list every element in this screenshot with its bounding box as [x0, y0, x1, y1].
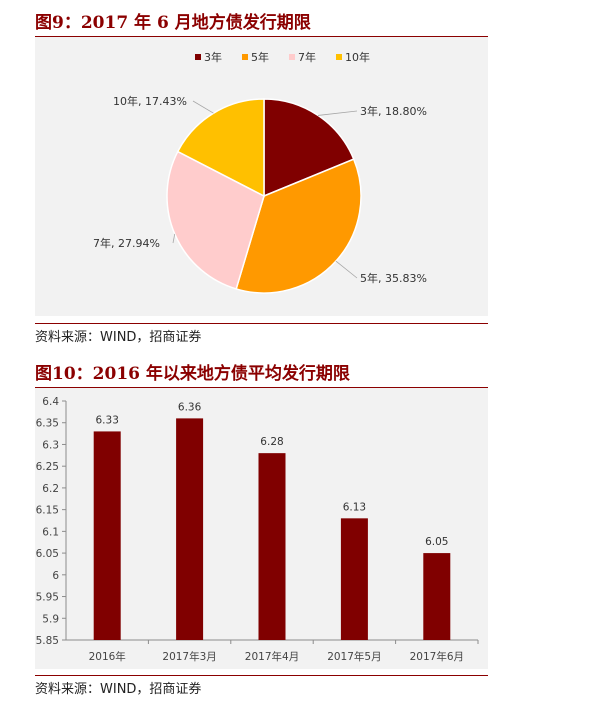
legend-label: 10年	[345, 50, 370, 64]
figure9-bottom-rule	[35, 323, 488, 324]
x-tick-label: 2017年5月	[327, 650, 381, 663]
pie-chart-panel: 3年 5年 7年 10年 3年, 18.80% 5年, 35.83% 7年, 27.94% 1…	[35, 37, 488, 316]
figure10-title-rule	[35, 387, 488, 388]
pie-data-label-1: 3年, 18.80%	[360, 104, 427, 118]
figure9-source: 资料来源：WIND，招商证券	[35, 330, 202, 345]
bar-1	[93, 431, 121, 640]
legend-swatch	[242, 54, 248, 60]
bar-value-label: 6.13	[343, 501, 366, 513]
legend-item-3: 7年	[289, 50, 316, 64]
legend-label: 5年	[251, 50, 269, 64]
y-tick-label: 6.25	[36, 461, 59, 473]
y-tick-label: 5.9	[42, 613, 59, 625]
y-tick-label: 6.15	[36, 505, 59, 517]
x-tick-label: 2017年6月	[410, 650, 464, 663]
pie-data-label-3: 7年, 27.94%	[93, 236, 160, 250]
pie-slice-2	[235, 158, 362, 294]
pie-leader-line-3	[172, 233, 176, 244]
y-tick-label: 6.1	[42, 526, 59, 538]
legend-swatch	[336, 54, 342, 60]
pie-data-label-4: 10年, 17.43%	[113, 94, 187, 108]
figure10-title: 图10：2016 年以来地方债平均发行期限	[35, 364, 350, 384]
y-tick-label: 6.05	[36, 548, 59, 560]
bar-5	[423, 553, 451, 640]
legend-label: 3年	[204, 50, 222, 64]
bar-3	[258, 453, 286, 640]
figure9-title-rule	[35, 36, 488, 37]
y-tick-label: 5.95	[36, 592, 59, 604]
figure10-bottom-rule	[35, 675, 488, 676]
y-tick-label: 6.35	[36, 418, 59, 430]
pie-slice-4	[176, 98, 265, 198]
pie-chart: 3年 5年 7年 10年 3年, 18.80% 5年, 35.83% 7年, 27.94% 1…	[93, 50, 427, 294]
bar-value-label: 6.05	[425, 536, 448, 548]
y-tick-label: 6.3	[42, 439, 59, 451]
legend-swatch	[289, 54, 295, 60]
pie-slice-3	[166, 150, 265, 290]
x-tick-label: 2017年4月	[245, 650, 299, 663]
legend-swatch	[195, 54, 201, 60]
y-tick-label: 6.4	[42, 396, 59, 408]
pie-leader-line-2	[335, 260, 358, 279]
bar-chart: 5.85 5.9 5.95 6 6.05 6.1 6.15 6.2 6.25 6.3 6.35 6.4…	[36, 396, 479, 663]
legend-item-2: 5年	[242, 50, 269, 64]
y-tick-label: 6	[52, 570, 59, 582]
bar-4	[340, 518, 368, 640]
bar-chart-panel: 5.85 5.9 5.95 6 6.05 6.1 6.15 6.2 6.25 6.3 6.35 6.4…	[35, 388, 488, 669]
bar-value-label: 6.33	[96, 414, 119, 426]
legend-item-1: 3年	[195, 50, 222, 64]
pie-slice-1	[263, 98, 355, 198]
figure10-source: 资料来源：WIND，招商证券	[35, 682, 202, 697]
bar-value-label: 6.28	[260, 436, 283, 448]
pie-data-label-2: 5年, 35.83%	[360, 271, 427, 285]
y-tick-label: 6.2	[42, 483, 59, 495]
x-tick-label: 2017年3月	[162, 650, 216, 663]
figure9-title: 图9：2017 年 6 月地方债发行期限	[35, 13, 311, 33]
y-tick-label: 5.85	[36, 635, 59, 647]
x-tick-label: 2016年	[89, 650, 126, 663]
pie-leader-line-4	[192, 100, 214, 114]
bar-2	[176, 418, 204, 640]
legend-label: 7年	[298, 50, 316, 64]
bar-value-label: 6.36	[178, 401, 202, 413]
legend-item-4: 10年	[336, 50, 370, 64]
pie-leader-line-1	[317, 110, 358, 116]
